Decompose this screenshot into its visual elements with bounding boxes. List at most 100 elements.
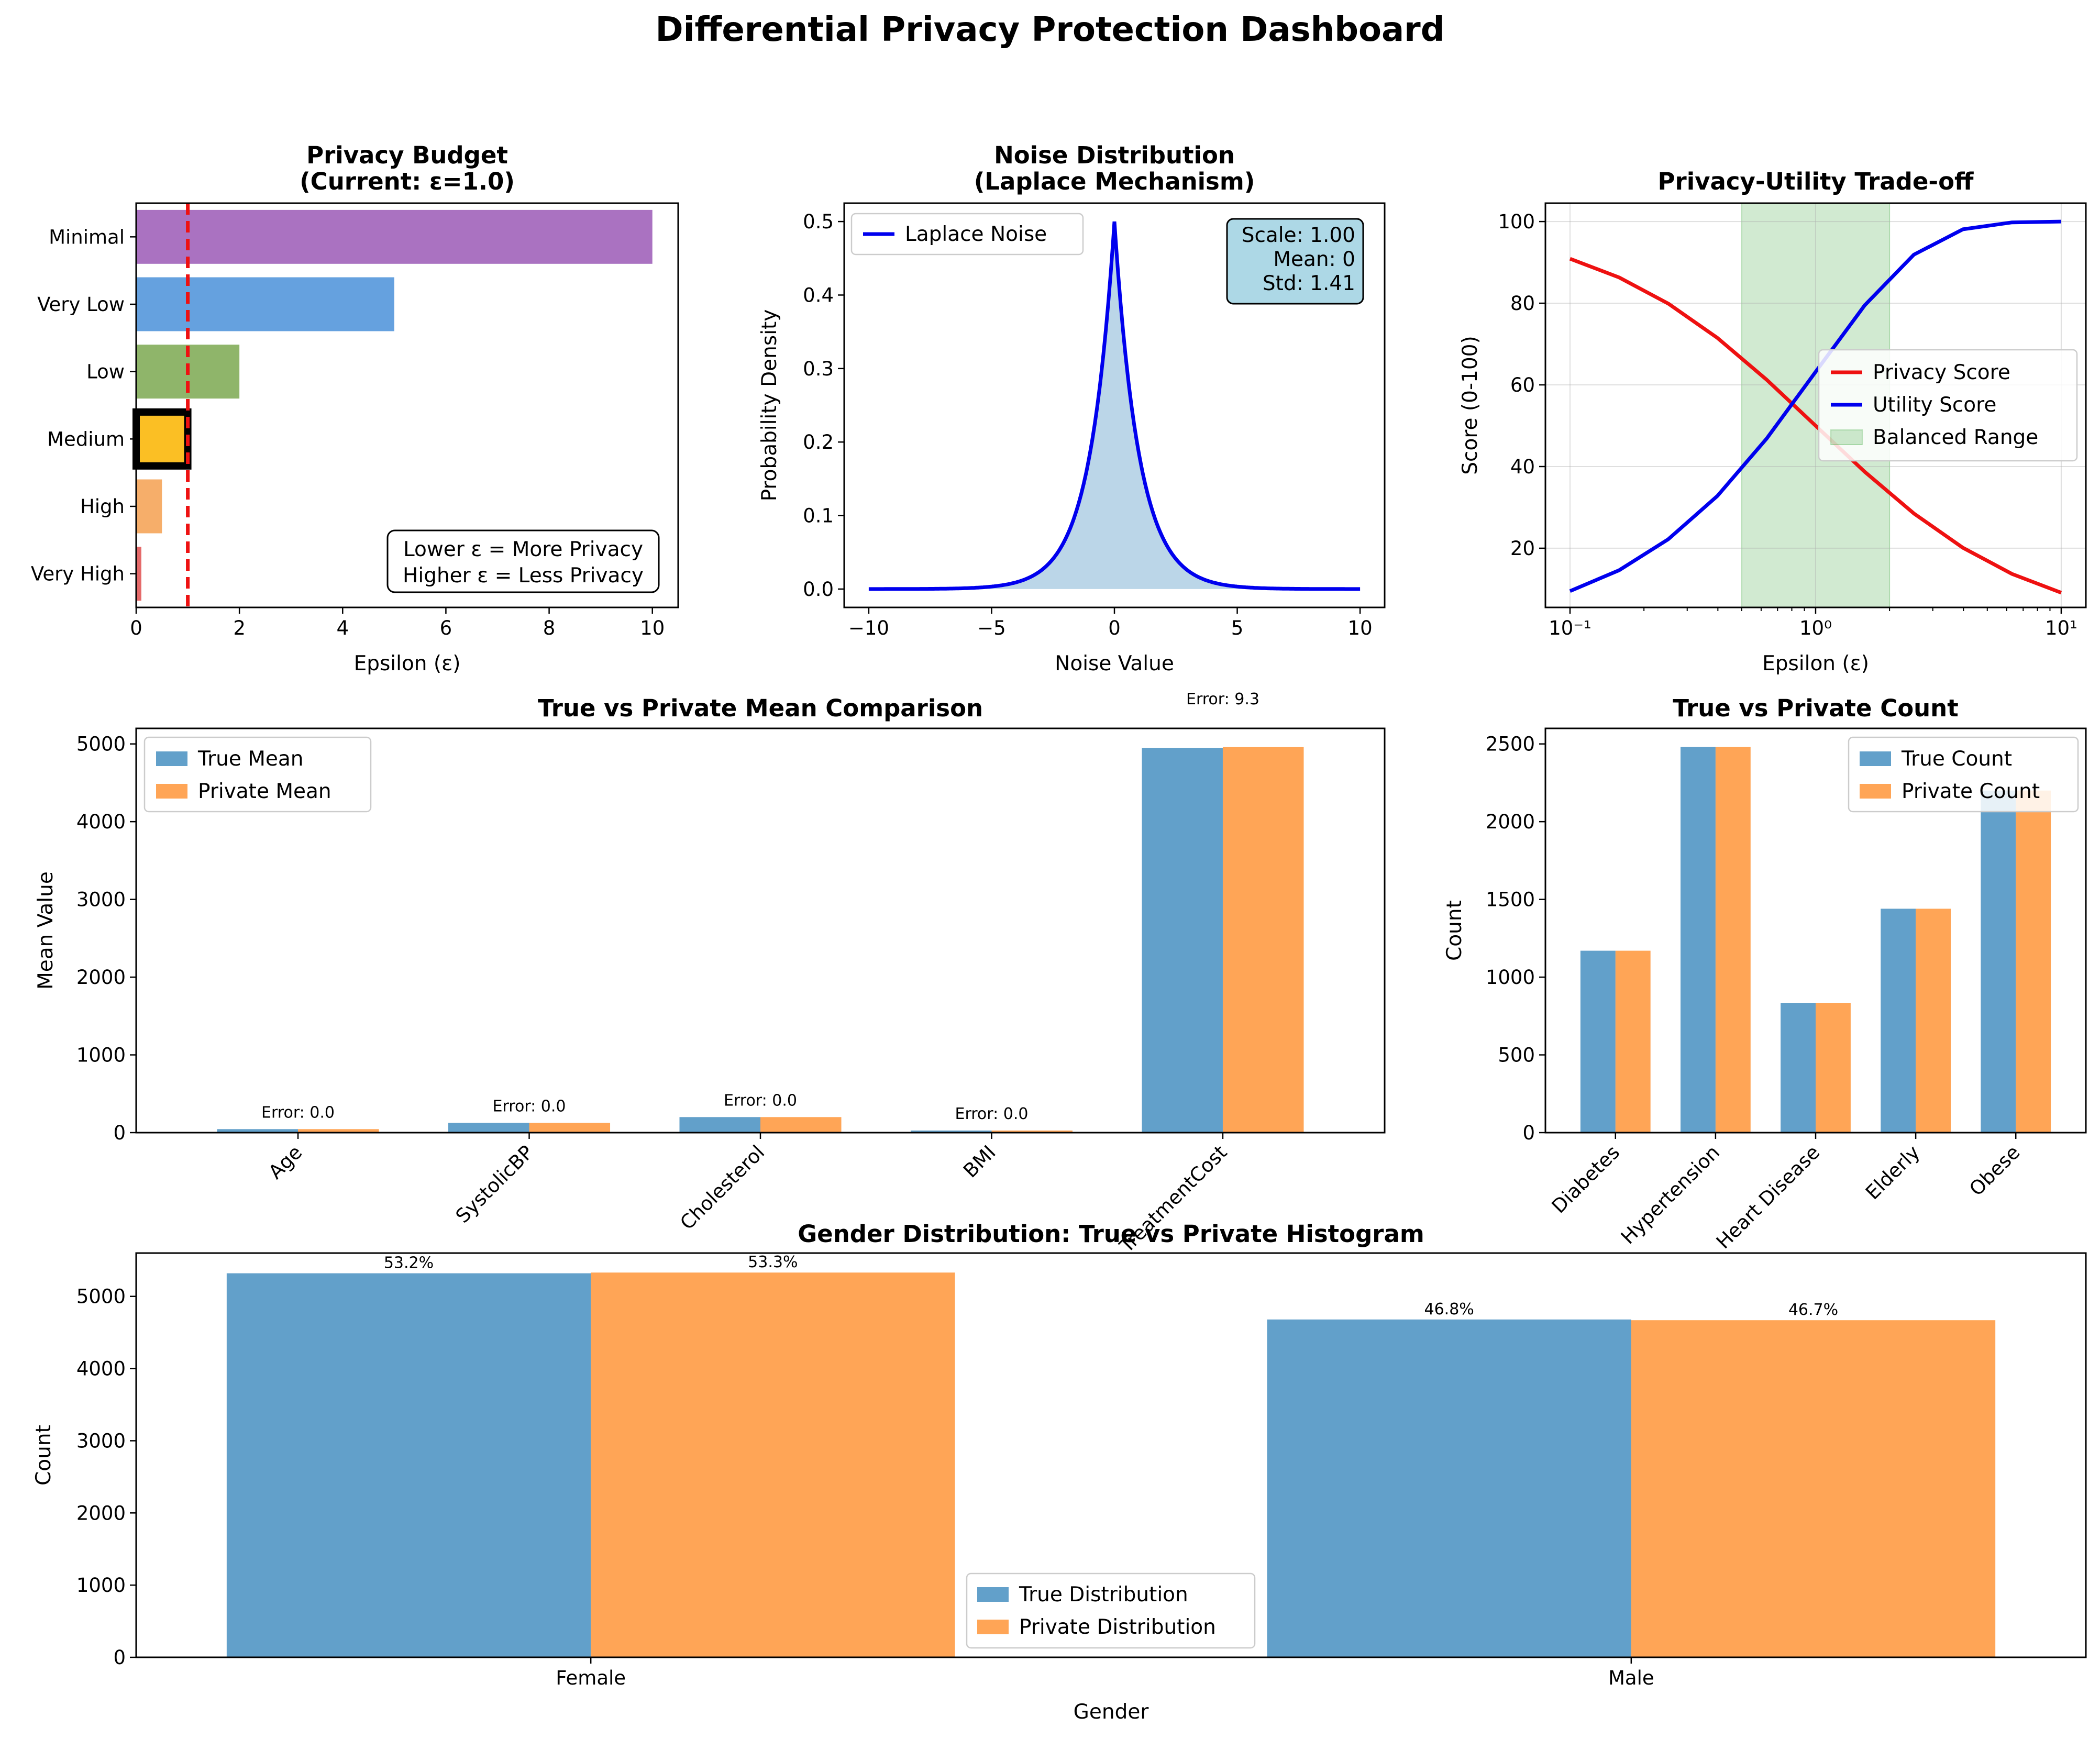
legend-box	[1818, 349, 2078, 462]
privacy-budget-chart: Very High High Medium Low Very Low Minimal 0 2 4…	[31, 141, 679, 675]
legend-swatch	[977, 1620, 1009, 1634]
bar-error-label: Error: 0.0	[955, 1105, 1029, 1123]
bar-error-label: Error: 9.3	[1186, 690, 1259, 708]
y-tick-label: 0.5	[803, 211, 834, 233]
data-bar	[448, 1123, 529, 1133]
legend-swatch	[1860, 784, 1891, 799]
y-tick-label: 2000	[76, 966, 126, 989]
x-tick-label: Age	[264, 1141, 306, 1183]
noise-curve	[868, 221, 1361, 591]
x-tick-label: SystolicBP	[451, 1141, 538, 1227]
x-tick-label: Male	[1608, 1667, 1654, 1689]
y-tick-label: 4000	[76, 811, 126, 833]
bar-error-label: Error: 0.0	[261, 1103, 335, 1122]
legend-label: Private Count	[1902, 780, 2040, 803]
legend-label: Laplace Noise	[905, 223, 1047, 246]
y-axis-label: Count	[1443, 900, 1466, 961]
x-tick-label: 10	[640, 617, 665, 639]
dashboard-title: Differential Privacy Protection Dashboar…	[655, 10, 1444, 49]
data-bar	[298, 1129, 379, 1133]
data-bar	[679, 1117, 760, 1133]
x-tick-label: 10⁻¹	[1549, 617, 1591, 639]
bar-percent-label: 53.3%	[748, 1253, 798, 1271]
data-bar	[529, 1123, 611, 1133]
legend-label: Private Mean	[198, 780, 331, 803]
y-tick-label: 0	[113, 1122, 126, 1144]
x-tick-label: 10	[1348, 617, 1373, 639]
y-tick-label: 0.2	[803, 431, 834, 453]
mean-comparison-chart: Age Error: 0.0 SystolicBP Error: 0.0 Cholest…	[34, 690, 1386, 1257]
legend-swatch	[977, 1587, 1009, 1602]
y-tick-label: Medium	[47, 428, 125, 450]
data-bar	[1615, 950, 1651, 1133]
stats-line: Scale: 1.00	[1242, 224, 1355, 247]
legend-box	[850, 213, 1084, 256]
score-line	[1569, 257, 2062, 595]
y-tick-label: 40	[1510, 456, 1535, 478]
y-tick-label: High	[80, 495, 125, 518]
budget-bar	[136, 547, 141, 601]
chart-title: Privacy-Utility Trade-off	[1658, 168, 1974, 195]
bar-percent-label: 46.7%	[1788, 1301, 1838, 1319]
data-bar	[1981, 790, 2016, 1133]
y-tick-label: 0	[113, 1646, 126, 1669]
y-tick-label: 0.3	[803, 358, 834, 380]
y-tick-label: 20	[1510, 537, 1535, 560]
x-tick-label: Cholesterol	[676, 1141, 769, 1234]
y-tick-label: 0	[1522, 1122, 1535, 1144]
y-tick-label: 1000	[76, 1574, 126, 1597]
gender-distribution-chart: Female 53.2% 53.3% Male 46.8% 46.7% 0 1000 2000 3…	[32, 1220, 2087, 1724]
data-bar	[1142, 748, 1223, 1133]
legend-label: True Count	[1901, 747, 2012, 771]
data-bar	[1631, 1320, 1996, 1657]
y-tick-label: 5000	[76, 733, 126, 756]
legend-label: True Distribution	[1019, 1583, 1188, 1607]
data-bar	[591, 1272, 955, 1657]
data-bar	[1781, 1003, 1816, 1133]
legend-swatch	[1860, 751, 1891, 766]
data-bar	[760, 1117, 842, 1133]
x-tick-label: Diabetes	[1548, 1141, 1624, 1218]
y-axis-label: Count	[32, 1425, 56, 1486]
score-line	[1569, 219, 2061, 593]
y-tick-label: 0.1	[803, 505, 834, 527]
x-tick-label: 2	[233, 617, 246, 639]
data-bar	[1916, 909, 1951, 1133]
data-bar	[1881, 909, 1916, 1133]
y-tick-label: 3000	[76, 889, 126, 911]
y-tick-label: 1000	[1486, 966, 1535, 989]
chart-subtitle: (Laplace Mechanism)	[974, 168, 1255, 195]
budget-bar	[136, 277, 394, 331]
x-tick-label: 10¹	[2045, 617, 2077, 639]
y-tick-label: 0.4	[803, 284, 834, 306]
legend-box	[1848, 736, 2079, 813]
budget-bar	[136, 479, 162, 534]
x-axis-label: Gender	[1074, 1700, 1150, 1724]
legend-label: Privacy Score	[1873, 361, 2010, 384]
y-tick-label: 80	[1510, 292, 1535, 315]
y-tick-label: Very Low	[37, 293, 125, 316]
note-box	[386, 529, 660, 593]
legend-label: True Mean	[197, 747, 304, 771]
legend-box	[143, 736, 372, 813]
x-tick-label: Hypertension	[1617, 1141, 1724, 1248]
x-tick-label: Elderly	[1861, 1141, 1924, 1204]
note-line: Lower ε = More Privacy	[403, 538, 643, 561]
x-tick-label: 8	[543, 617, 556, 639]
x-tick-label: Obese	[1965, 1141, 2024, 1200]
budget-bar	[136, 209, 653, 264]
axes-frame	[1544, 727, 2087, 1134]
bar-error-label: Error: 0.0	[493, 1097, 566, 1115]
budget-bar	[132, 408, 192, 470]
data-bar	[1681, 747, 1716, 1133]
x-axis-label: Epsilon (ε)	[1762, 652, 1869, 675]
y-tick-label: 5000	[76, 1286, 126, 1308]
y-tick-label: 3000	[76, 1430, 126, 1452]
axes-frame	[135, 727, 1386, 1134]
x-axis-label: Noise Value	[1055, 652, 1174, 675]
y-axis-label: Probability Density	[758, 309, 781, 502]
stats-box	[1226, 218, 1364, 305]
x-tick-label: Female	[556, 1667, 626, 1689]
noise-distribution-chart: −10 −5 0 5 10 0.0 0.1 0.2 0.3 0.4 0.5 Noise Value Pr…	[758, 141, 1386, 675]
